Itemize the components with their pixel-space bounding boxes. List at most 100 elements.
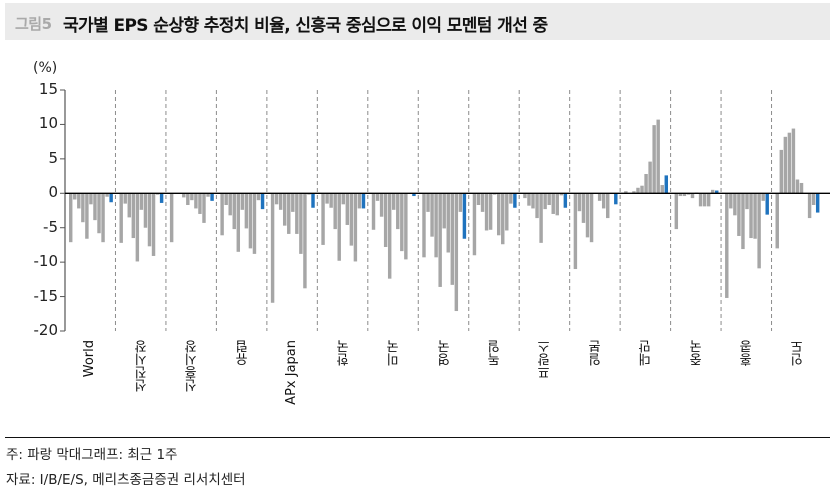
bar-weekly [127,193,131,218]
bar-weekly [648,161,652,194]
bar-weekly [480,193,485,212]
bar-weekly [93,193,97,221]
bar-latest-week [412,193,416,197]
bar-weekly [501,193,505,245]
bar-weekly [624,191,628,194]
bar-latest-week [361,193,366,209]
bar-weekly [337,193,341,261]
footer-divider [5,437,830,438]
bar-weekly [240,193,245,210]
bar-weekly [509,193,513,204]
bar-weekly [585,193,590,238]
x-axis-label: 대만 [639,340,655,366]
figure-label: 그림5 [15,15,52,33]
bar-weekly [349,193,354,246]
bar-weekly [589,193,594,243]
bar-weekly [807,193,812,219]
bar-weekly [151,193,156,256]
bar-weekly [484,193,489,231]
bar-weekly [795,179,800,194]
bar-weekly [73,193,77,200]
bar-weekly [450,193,454,285]
bar-weekly [597,193,602,201]
bar-weekly [291,193,295,212]
bar-weekly [194,193,198,209]
x-axis-label: 영국 [437,340,453,366]
bar-weekly [333,193,337,230]
bar-weekly [698,193,703,207]
x-axis-label: World [82,340,98,378]
bar-weekly [353,193,358,262]
bar-weekly [387,193,392,279]
bar-weekly [690,193,695,199]
bar-weekly [169,193,174,243]
bar-weekly [573,193,578,270]
y-tick-label: -5 [43,217,58,236]
bar-weekly [523,193,527,199]
bar-weekly [256,193,261,201]
bar-latest-week [311,193,315,208]
bar-weekly [345,193,350,225]
bar-latest-week [260,193,265,210]
bar-weekly [706,193,711,207]
bar-weekly [476,193,481,205]
bar-weekly [791,128,796,194]
bar-weekly [325,193,329,204]
bar-weekly [123,193,127,204]
y-tick-label: -15 [33,286,59,305]
bar-latest-week [815,193,820,213]
bar-weekly [539,193,543,243]
bar-weekly [757,193,761,269]
x-axis-label: 중국 [689,340,705,366]
bar-latest-week [563,193,568,208]
bar-weekly [224,193,228,205]
bar-weekly [531,193,535,209]
bar-weekly [505,193,509,231]
bar-weekly [606,193,610,219]
bar-weekly [442,193,446,229]
bar-weekly [779,149,784,194]
bar-weekly [458,193,463,212]
bar-weekly [119,193,123,243]
bar-latest-week [664,175,668,194]
bar-weekly [206,193,210,197]
bar-weekly [341,193,345,205]
bar-latest-week [614,193,618,205]
x-axis-label: 인도 [790,340,806,366]
bar-weekly [299,193,303,254]
bar-weekly [198,193,202,214]
bar-weekly [535,193,539,219]
bar-weekly [143,193,148,228]
y-tick-label: 15 [38,80,58,98]
bar-weekly [202,193,206,223]
y-tick-label: 0 [48,183,58,202]
bar-weekly [783,136,788,194]
bar-weekly [147,193,152,247]
x-axis-label: 미국 [387,340,403,366]
bar-weekly [632,191,636,194]
bar-weekly [278,193,283,210]
bar-weekly [555,193,559,216]
bar-weekly [426,193,430,212]
x-axis-label: 프랑스 [538,340,554,379]
bar-weekly [383,193,388,247]
bar-weekly [186,193,190,205]
bar-weekly [446,193,450,253]
bar-weekly [644,174,648,194]
bar-latest-week [513,193,517,208]
bar-weekly [77,193,81,209]
chart-area: (%) 15 10 5 0 -5 -10 -15 -20 World 선진시장 신흥시장 유럽 APx… [33,60,830,405]
bar-weekly [559,193,564,196]
bar-weekly [101,193,105,243]
x-axis-label: 유럽 [235,340,251,366]
bar-weekly [799,182,804,194]
bar-weekly [488,193,493,230]
bar-weekly [601,193,606,209]
bar-weekly [749,193,753,239]
bar-weekly [295,193,299,234]
bar-latest-week [159,193,164,203]
bar-weekly [228,193,232,216]
bar-weekly [270,193,275,303]
y-tick-label: 10 [38,114,58,133]
bar-weekly [89,193,93,205]
